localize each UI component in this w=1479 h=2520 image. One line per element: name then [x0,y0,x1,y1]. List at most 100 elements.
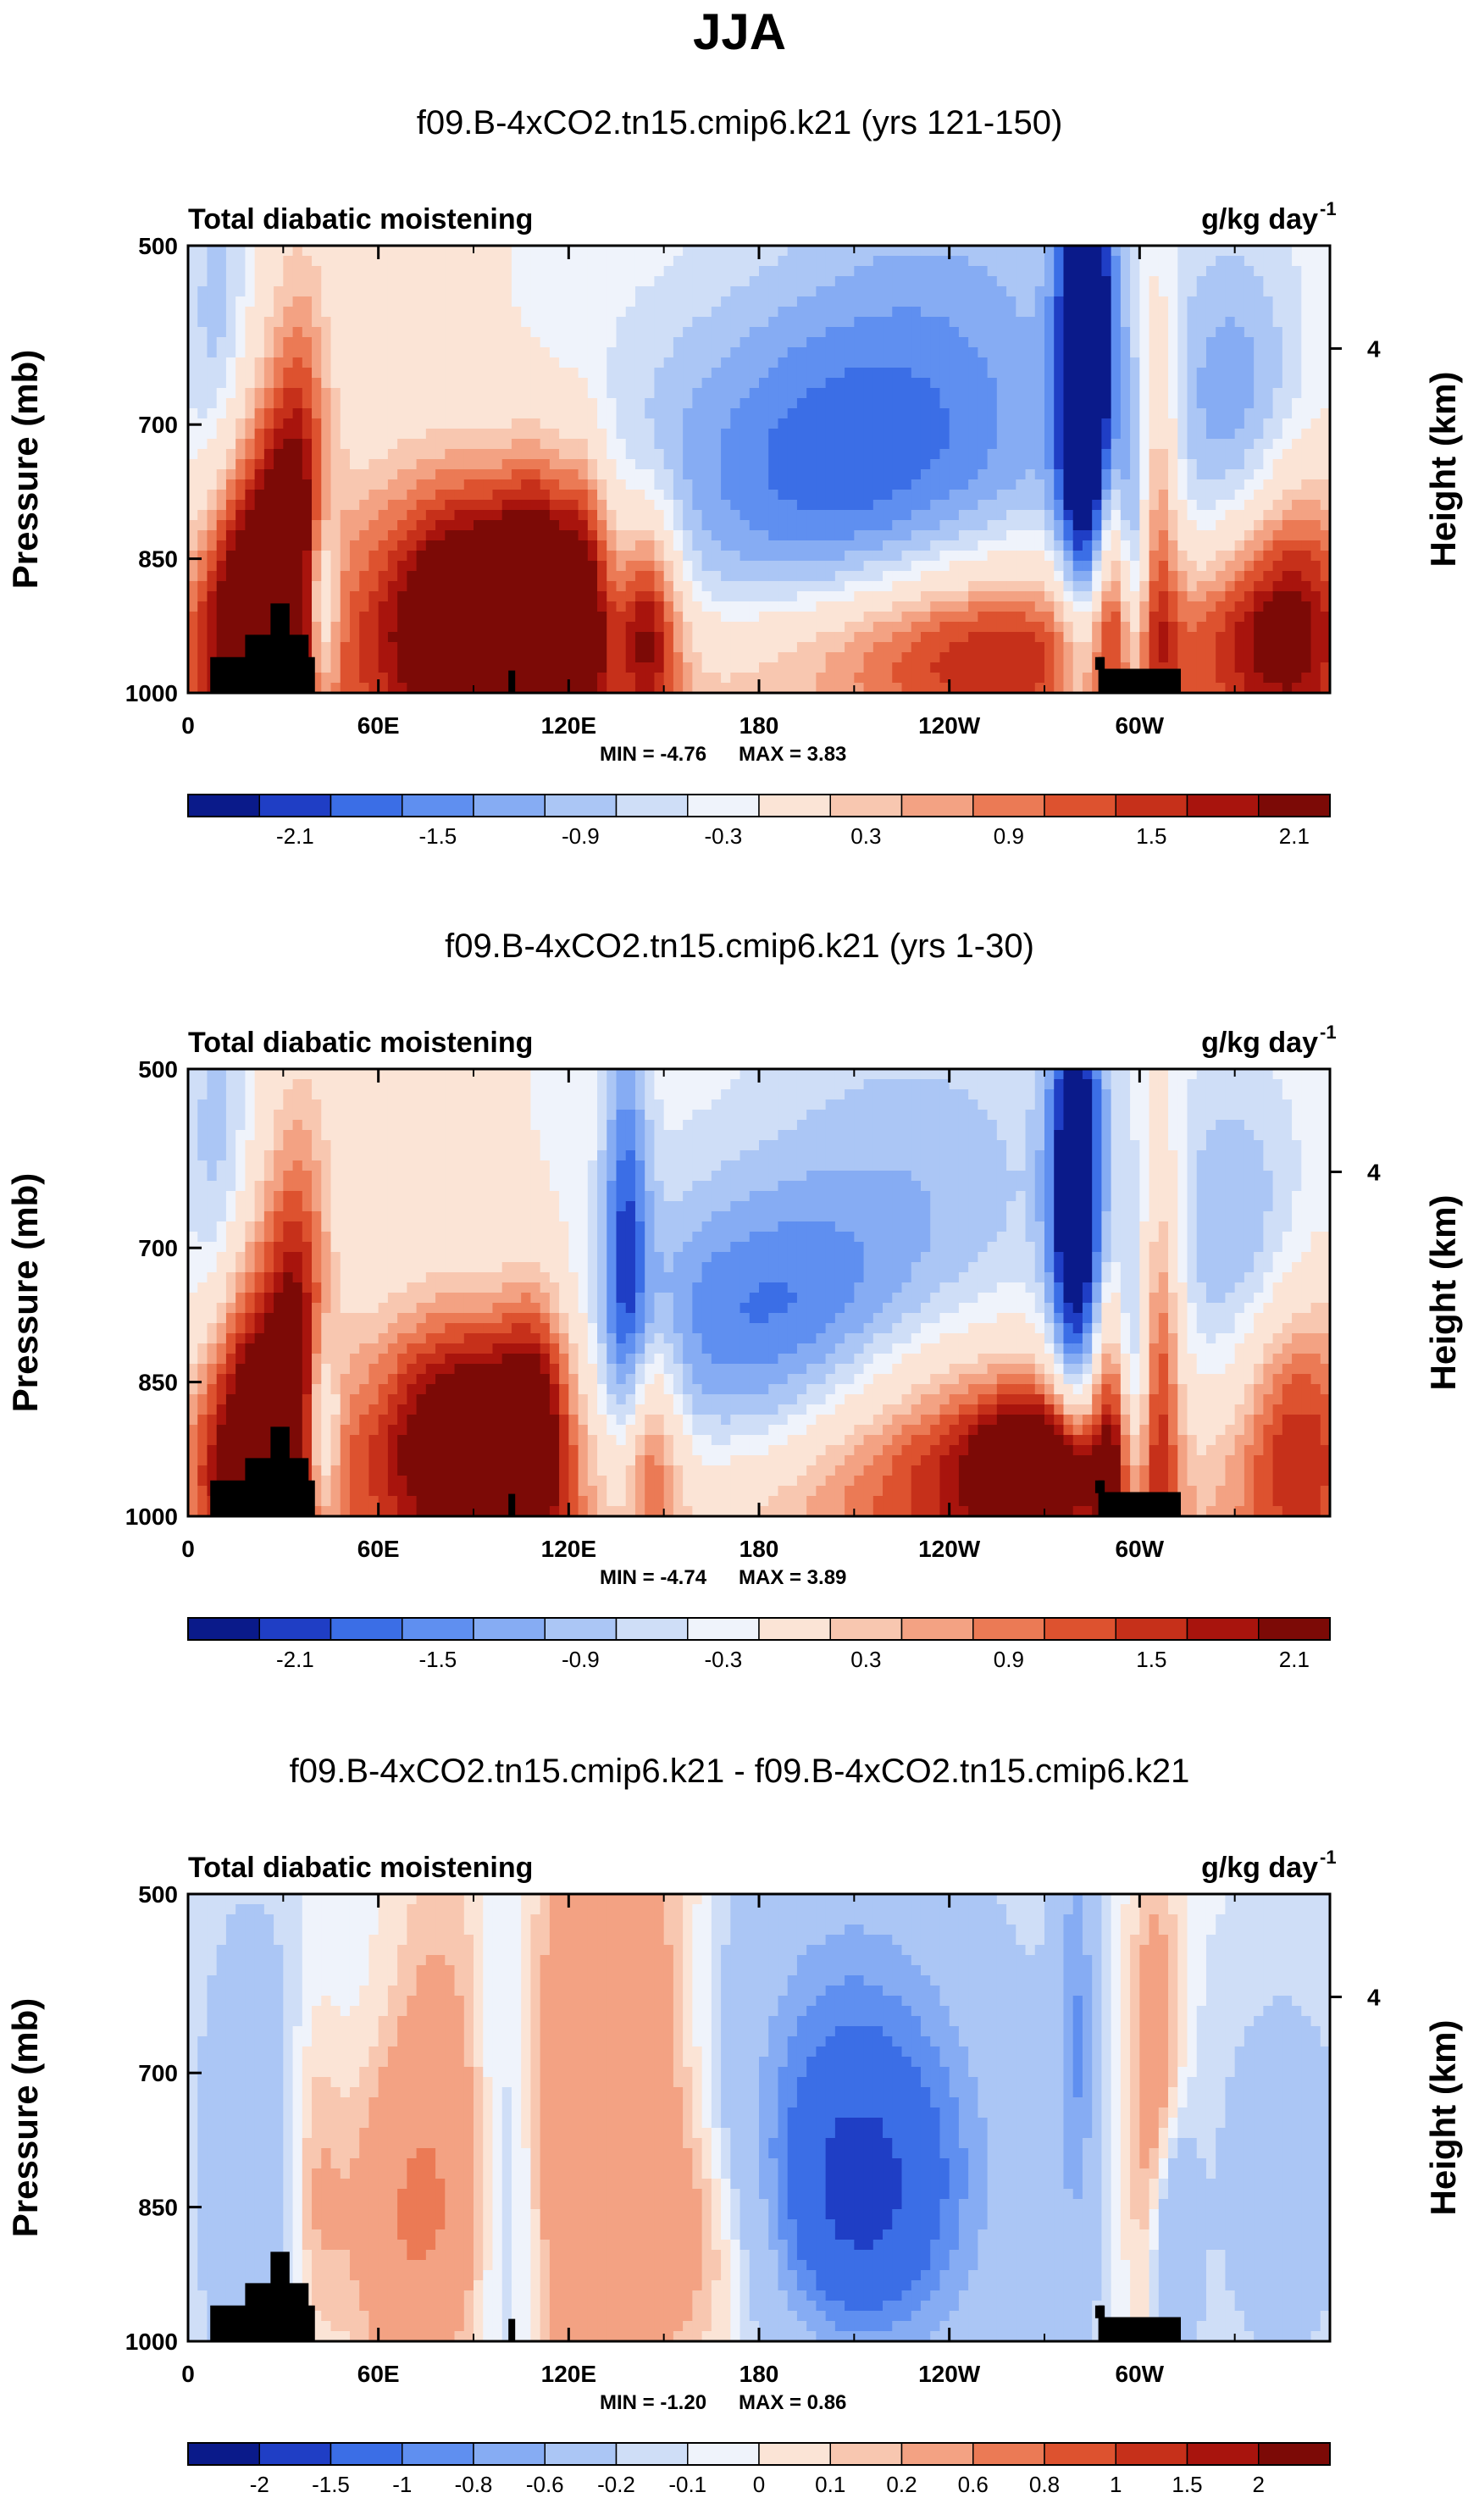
colorbar-label: 2.1 [1279,823,1310,849]
y-tick-label: 500 [138,1881,178,1908]
colorbar-box [829,794,903,817]
topography [210,1426,1182,1516]
colorbar-box [330,794,403,817]
colorbar-box [972,2442,1045,2466]
colorbar-box [187,1617,260,1641]
colorbar-box [1115,1617,1188,1641]
units-exponent: -1 [1320,1847,1337,1868]
units-label: g/kg day [1201,1027,1318,1059]
left-string: Total diabatic moistening [188,203,533,235]
colorbar-box [900,2442,974,2466]
colorbar-box [330,1617,403,1641]
y-tick-label: 1000 [125,680,178,706]
right-tick-label: 4 [1367,335,1381,362]
max-label: MAX = 3.83 [739,743,846,766]
colorbar-label: -0.9 [562,823,600,849]
colorbar-box [1044,2442,1116,2466]
x-tick-label: 60W [1116,712,1165,739]
colorbar-label: -0.1 [668,2472,706,2497]
colorbar-box [544,794,618,817]
colorbar: -2 -1.5 -1 -0.8 -0.6 -0.2 -0.1 0 0.1 0.2 0.6 0.8 1 1.… [187,2442,1331,2497]
colorbar-label: -0.9 [562,1647,600,1672]
units-label: g/kg day [1201,1852,1318,1884]
right-tick-label: 4 [1367,1984,1381,2010]
x-tick-label: 0 [181,712,195,739]
min-label: MIN = -4.74 [600,1566,707,1589]
colorbar-box [258,1617,332,1641]
x-tick-label: 120E [541,1536,596,1562]
colorbar-box [758,1617,831,1641]
y-tick-label: 700 [138,412,178,438]
colorbar-label: -0.8 [455,2472,493,2497]
colorbar-label: -2.1 [276,1647,314,1672]
colorbar-box [687,794,760,817]
x-tick-label: 120W [918,2361,981,2387]
panel-title: f09.B-4xCO2.tn15.cmip6.k21 (yrs 1-30) [445,928,1034,965]
x-tick-label: 60E [357,1536,400,1562]
colorbar-box [1258,2442,1331,2466]
colorbar-box [758,2442,831,2466]
x-tick-label: 120E [541,712,596,739]
x-tick-label: 180 [740,1536,779,1562]
colorbar-box [829,1617,903,1641]
colorbar-label: 1.5 [1172,2472,1202,2497]
colorbar-label: -0.2 [597,2472,635,2497]
colorbar-label: 0.3 [850,823,881,849]
colorbar-label: -1.5 [418,1647,457,1672]
units-exponent: -1 [1320,198,1337,219]
colorbar-box [687,1617,760,1641]
colorbar-label: 0.1 [815,2472,845,2497]
panel-3: f09.B-4xCO2.tn15.cmip6.k21 - f09.B-4xCO2… [5,1753,1463,2497]
y-tick-label: 500 [138,1056,178,1083]
max-label: MAX = 3.89 [739,1566,846,1589]
x-tick-label: 60E [357,2361,400,2387]
x-tick-label: 60E [357,712,400,739]
left-string: Total diabatic moistening [188,1027,533,1059]
colorbar-label: -0.6 [526,2472,564,2497]
colorbar-label: 1.5 [1136,823,1166,849]
y-tick-label: 1000 [125,2329,178,2355]
colorbar-box [900,1617,974,1641]
colorbar-box [402,2442,474,2466]
contour-field [188,246,1330,693]
panels: f09.B-4xCO2.tn15.cmip6.k21 (yrs 121-150)… [5,104,1463,2497]
panel-title: f09.B-4xCO2.tn15.cmip6.k21 (yrs 121-150) [417,104,1063,141]
contour-field [188,1894,1330,2341]
contour-field [188,1069,1330,1516]
colorbar-box [687,2442,760,2466]
y-tick-label: 850 [138,546,178,573]
colorbar-box [473,794,546,817]
colorbar-box [187,794,260,817]
colorbar-box [473,1617,546,1641]
colorbar-label: -2 [250,2472,269,2497]
x-tick-label: 0 [181,1536,195,1562]
x-tick-label: 0 [181,2361,195,2387]
units-label: g/kg day [1201,203,1318,235]
y-tick-label: 500 [138,233,178,259]
y-axis-title-right: Height (km) [1423,372,1463,568]
colorbar-box [615,2442,689,2466]
colorbar-label: 1.5 [1136,1647,1166,1672]
y-tick-label: 700 [138,1235,178,1261]
y-axis-title: Pressure (mb) [5,1173,45,1412]
colorbar-box [972,1617,1045,1641]
colorbar-box [1258,794,1331,817]
colorbar-label: 2.1 [1279,1647,1310,1672]
y-tick-label: 850 [138,1370,178,1396]
min-label: MIN = -1.20 [600,2391,706,2414]
x-tick-label: 60W [1116,1536,1165,1562]
colorbar-box [187,2442,260,2466]
colorbar-box [1258,1617,1331,1641]
colorbar-box [473,2442,546,2466]
colorbar-label: 2 [1253,2472,1265,2497]
colorbar-box [402,794,474,817]
y-axis-title: Pressure (mb) [5,1998,45,2237]
colorbar-box [1044,1617,1116,1641]
x-tick-label: 60W [1116,2361,1165,2387]
left-string: Total diabatic moistening [188,1852,533,1884]
colorbar-box [615,1617,689,1641]
units-exponent: -1 [1320,1022,1337,1043]
topography [210,603,1182,693]
min-label: MIN = -4.76 [600,743,706,766]
